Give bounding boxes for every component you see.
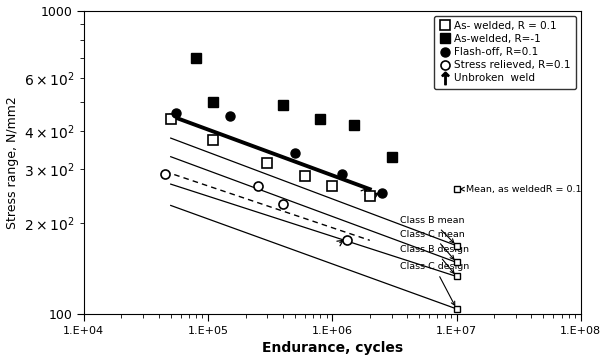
As- welded, R = 0.1 <box>301 174 308 178</box>
Text: Mean, as weldedR = 0.1: Mean, as weldedR = 0.1 <box>460 184 581 193</box>
As- welded, R = 0.1 <box>209 138 217 142</box>
Legend: As- welded, R = 0.1, As-welded, R=-1, Flash-off, R=0.1, Stress relieved, R=0.1, : As- welded, R = 0.1, As-welded, R=-1, Fl… <box>434 16 575 89</box>
X-axis label: Endurance, cycles: Endurance, cycles <box>262 342 403 356</box>
Line: Flash-off, R=0.1: Flash-off, R=0.1 <box>171 108 386 198</box>
Stress relieved, R=0.1 <box>161 171 169 176</box>
As- welded, R = 0.1 <box>264 161 271 165</box>
Text: Class B mean: Class B mean <box>400 216 464 243</box>
Line: As- welded, R = 0.1: As- welded, R = 0.1 <box>166 114 375 200</box>
Y-axis label: Stress range, N/mm2: Stress range, N/mm2 <box>5 96 19 229</box>
Stress relieved, R=0.1 <box>343 238 350 243</box>
Flash-off, R=0.1 <box>339 171 346 176</box>
As-welded, R=-1 <box>388 155 395 159</box>
Flash-off, R=0.1 <box>172 111 180 115</box>
As-welded, R=-1 <box>317 117 324 121</box>
Flash-off, R=0.1 <box>378 191 385 195</box>
As-welded, R=-1 <box>209 100 217 104</box>
As- welded, R = 0.1 <box>366 194 373 198</box>
Flash-off, R=0.1 <box>226 114 234 118</box>
Stress relieved, R=0.1 <box>254 183 261 188</box>
Line: Stress relieved, R=0.1: Stress relieved, R=0.1 <box>160 169 351 245</box>
Flash-off, R=0.1 <box>291 151 299 155</box>
As-welded, R=-1 <box>279 103 287 107</box>
As-welded, R=-1 <box>192 55 200 60</box>
Text: Class B design: Class B design <box>400 245 469 273</box>
Line: As-welded, R=-1: As-welded, R=-1 <box>192 53 396 161</box>
As- welded, R = 0.1 <box>167 117 174 121</box>
Text: Class C design: Class C design <box>400 262 469 305</box>
As- welded, R = 0.1 <box>329 183 336 188</box>
Stress relieved, R=0.1 <box>279 202 287 206</box>
As-welded, R=-1 <box>351 123 358 127</box>
Text: Class C mean: Class C mean <box>400 230 465 259</box>
